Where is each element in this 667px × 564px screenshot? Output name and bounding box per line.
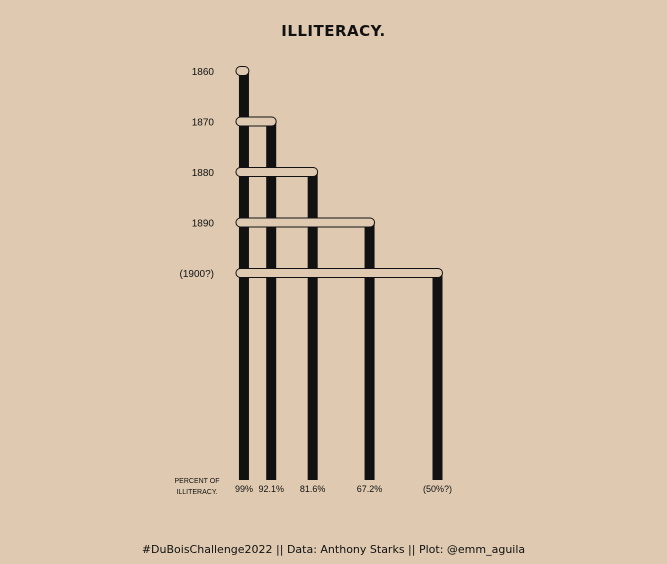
bar-1 — [266, 121, 277, 480]
connector-0 — [235, 66, 250, 76]
bar-2 — [307, 172, 318, 480]
value-labels-group: 99% 92.1% 81.6% 67.2% (50%?) — [235, 484, 452, 494]
year-label-0: 1860 — [192, 67, 215, 78]
percent-label-line-1: PERCENT OF — [175, 478, 220, 485]
bar-3 — [364, 222, 375, 480]
value-label-3: 67.2% — [357, 484, 383, 494]
connector-4 — [235, 268, 443, 278]
year-label-2: 1880 — [192, 168, 215, 179]
connector-2 — [235, 167, 319, 177]
bar-4 — [432, 273, 443, 480]
value-label-1: 92.1% — [258, 484, 284, 494]
year-labels-group: 1860 1870 1880 1890 (1900?) — [180, 67, 215, 280]
value-label-4: (50%?) — [423, 484, 452, 494]
connector-1 — [235, 116, 277, 127]
percent-label-line-2: ILLITERACY. — [176, 489, 217, 496]
chart-title: ILLITERACY. — [281, 22, 386, 40]
year-label-4: (1900?) — [180, 269, 214, 280]
connectors-group — [235, 66, 443, 278]
value-label-0: 99% — [235, 484, 253, 494]
year-label-1: 1870 — [192, 118, 215, 129]
connector-3 — [235, 217, 376, 228]
year-label-3: 1890 — [192, 219, 215, 230]
value-label-2: 81.6% — [300, 484, 326, 494]
caption: #DuBoisChallenge2022 || Data: Anthony St… — [141, 543, 526, 556]
